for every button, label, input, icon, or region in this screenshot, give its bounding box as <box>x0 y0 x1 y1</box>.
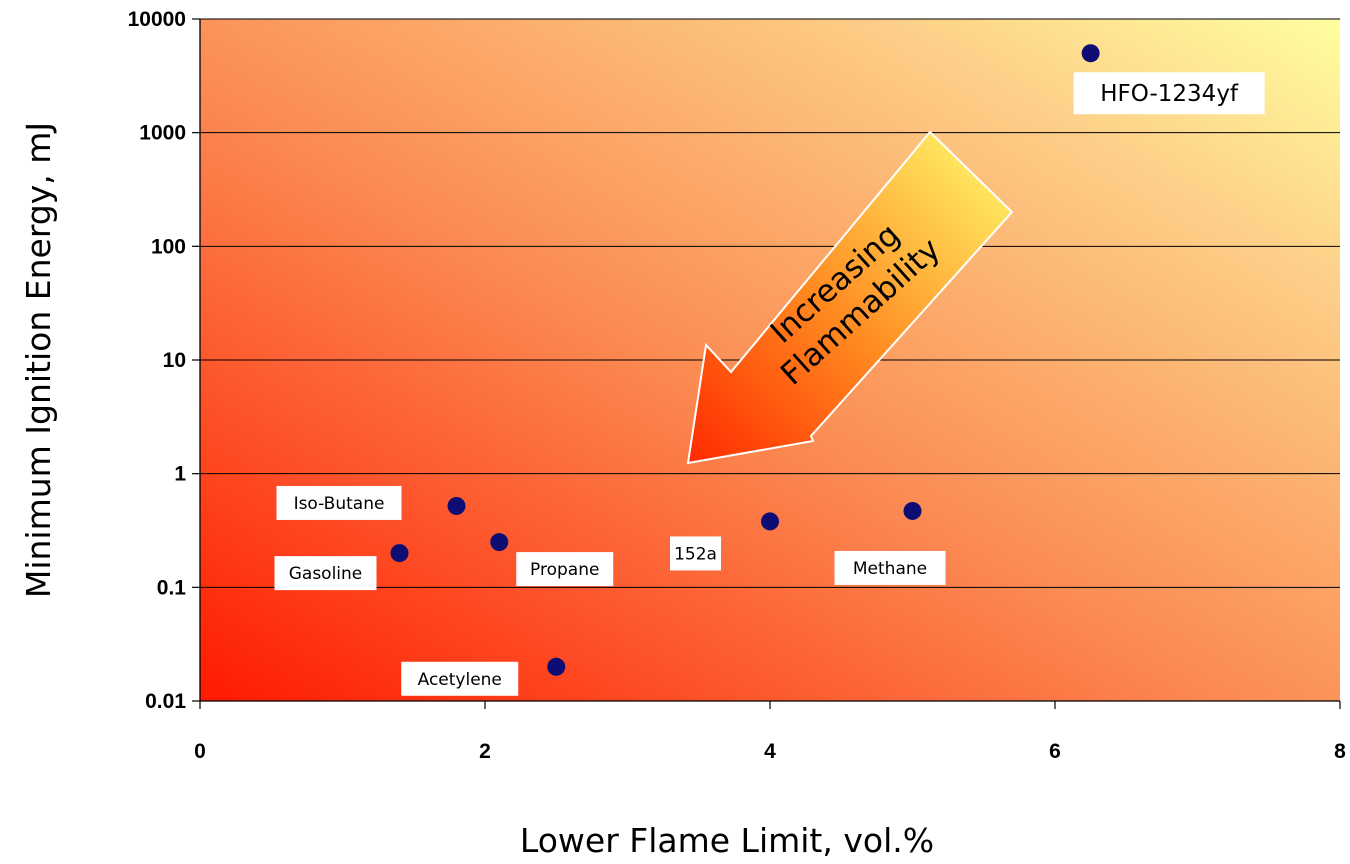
point-label-box-gasoline <box>274 556 377 591</box>
point-label-acetylene: Acetylene <box>418 670 502 690</box>
x-tick-label-2: 4 <box>764 740 776 763</box>
y-axis-title: Minimum Ignition Energy, mJ <box>19 122 58 598</box>
point-label-box-propane <box>516 552 614 587</box>
point-label-propane: Propane <box>530 560 599 580</box>
axes: 0.01 0.1 1 10 100 1000 10000 0 2 4 6 8 <box>128 8 1347 763</box>
data-point-iso-butane <box>447 496 466 515</box>
point-label-box-acetylene <box>401 661 519 696</box>
point-label-iso-butane: Iso-Butane <box>294 494 385 514</box>
data-points <box>390 44 1100 676</box>
point-labels: Gasoline Iso-Butane Propane Acetylene 152a Me… <box>274 72 1265 696</box>
y-tick-label-1: 0.1 <box>157 576 187 599</box>
data-point-acetylene <box>547 657 566 676</box>
point-label-152a: 152a <box>674 544 717 564</box>
y-tick-label-3: 10 <box>163 349 186 372</box>
y-tick-label-5: 1000 <box>139 122 186 145</box>
y-tick-label-6: 10000 <box>128 8 186 31</box>
flammability-arrow <box>686 130 1014 465</box>
point-label-box-methane <box>834 550 946 585</box>
data-point-152a <box>761 512 779 531</box>
y-tick-label-4: 100 <box>151 235 186 258</box>
y-tick-label-2: 1 <box>174 463 186 486</box>
point-label-box-hfo-1234yf <box>1073 72 1265 115</box>
data-point-propane <box>490 533 509 552</box>
data-point-gasoline <box>390 544 409 563</box>
x-tick-label-1: 2 <box>479 740 491 763</box>
y-tick-label-0: 0.01 <box>145 690 186 713</box>
point-label-box-iso-butane <box>276 485 402 520</box>
point-label-box-152a <box>670 536 721 571</box>
x-axis-title: Lower Flame Limit, vol.% <box>520 821 934 860</box>
point-label-methane: Methane <box>853 559 927 579</box>
point-label-hfo-1234yf: HFO-1234yf <box>1100 81 1239 107</box>
x-tick-label-4: 8 <box>1334 740 1346 763</box>
data-point-hfo-1234yf <box>1081 44 1100 63</box>
x-tick-label-0: 0 <box>194 740 206 763</box>
data-point-methane <box>903 501 922 520</box>
point-label-gasoline: Gasoline <box>289 564 363 584</box>
x-tick-label-3: 6 <box>1049 740 1061 763</box>
